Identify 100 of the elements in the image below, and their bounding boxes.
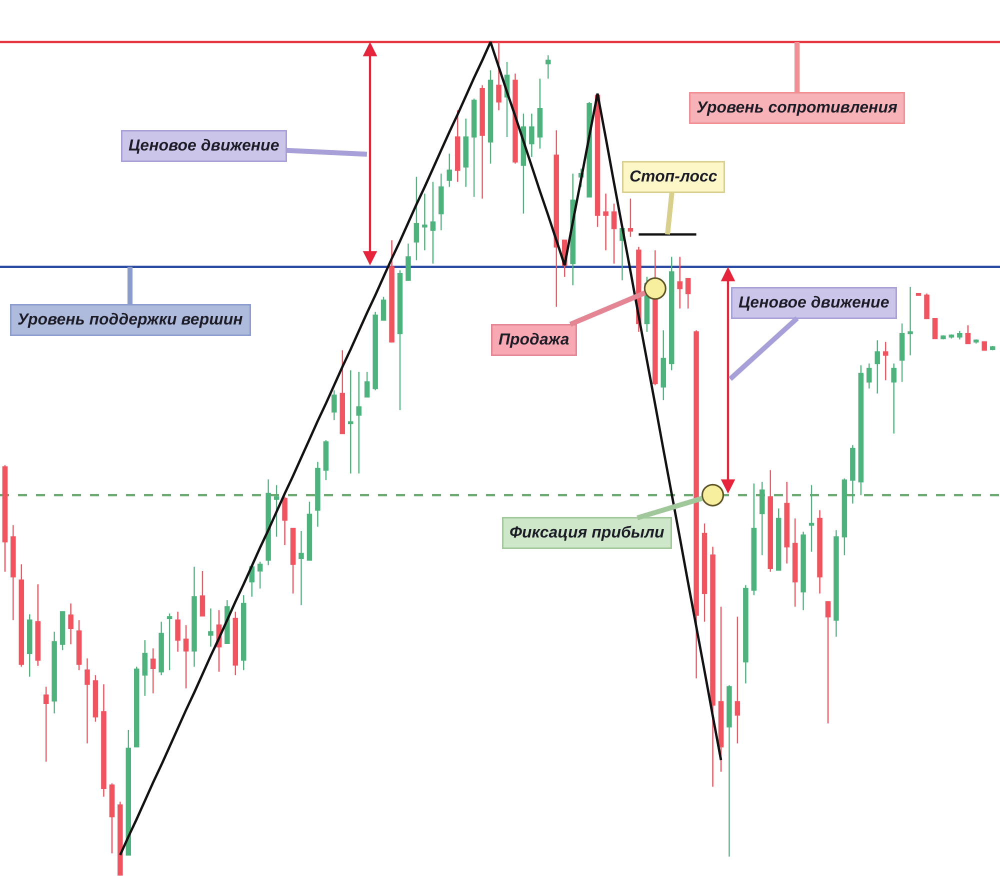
candlestick	[529, 113, 534, 158]
candlestick	[290, 528, 296, 594]
candlestick	[35, 584, 40, 667]
candlestick	[702, 522, 708, 622]
candlestick	[134, 666, 140, 748]
candlestick	[982, 341, 987, 351]
candlestick	[43, 686, 49, 762]
candlestick	[842, 478, 848, 556]
candlestick	[397, 270, 403, 411]
candlestick	[891, 362, 896, 434]
candlestick	[406, 242, 411, 281]
candlestick	[685, 278, 691, 310]
candlestick	[340, 350, 345, 434]
candlestick	[142, 639, 148, 697]
candlestick	[348, 370, 354, 474]
candlestick	[183, 624, 189, 690]
candlestick	[537, 78, 543, 150]
candlestick	[422, 192, 428, 251]
candlestick	[776, 508, 782, 571]
candlestick	[118, 801, 123, 876]
candlestick	[356, 371, 362, 474]
candlestick	[92, 674, 98, 722]
candlestick	[158, 621, 164, 676]
candlestick	[866, 362, 872, 390]
candlestick	[850, 444, 856, 504]
candlestick	[438, 173, 444, 231]
candlestick	[27, 614, 32, 678]
candlestick	[554, 130, 559, 308]
candlestick	[414, 176, 420, 261]
candlestick	[208, 608, 214, 648]
candlestick	[463, 118, 468, 188]
candlestick	[76, 620, 82, 671]
candlestick	[965, 324, 971, 344]
candlestick	[389, 240, 394, 342]
candlestick	[546, 54, 551, 80]
candlestick	[834, 530, 839, 638]
candlestick	[858, 364, 864, 496]
text: Стоп-лосс	[630, 168, 718, 186]
candlestick	[68, 602, 74, 645]
candlestick	[60, 611, 66, 651]
candlestick	[611, 202, 617, 264]
candlestick	[150, 648, 156, 694]
candlestick	[18, 564, 24, 668]
candlestick	[710, 546, 716, 788]
candlestick	[940, 334, 946, 340]
candlestick	[768, 470, 773, 572]
candlestick	[784, 481, 790, 564]
candlestick	[266, 478, 271, 566]
candlestick	[166, 612, 172, 671]
candlestick	[948, 334, 954, 340]
annotation: Ценовое движение	[738, 294, 890, 312]
candlestick	[175, 611, 180, 652]
candlestick	[924, 292, 930, 320]
candlestick	[974, 338, 979, 344]
candlestick	[512, 73, 518, 164]
candlestick	[257, 561, 263, 590]
annotation: Ценовое движение	[128, 138, 280, 154]
candlestick	[899, 322, 905, 382]
candlestick	[488, 70, 494, 164]
candlestick	[274, 484, 280, 538]
candlestick	[603, 192, 608, 251]
candlestick	[471, 98, 477, 198]
candlestick	[660, 330, 666, 401]
candlestick	[2, 464, 8, 572]
candlestick	[496, 41, 502, 111]
candlestick	[908, 286, 913, 356]
candlestick	[916, 292, 922, 296]
candlestick	[726, 684, 732, 858]
candlestick	[808, 484, 814, 552]
candlestick	[628, 198, 634, 238]
candlestick	[372, 311, 378, 391]
candlestick	[52, 631, 57, 714]
text: Фиксация прибыли	[510, 524, 664, 542]
candlestick	[380, 296, 386, 321]
candlestick	[126, 729, 132, 856]
candlestick	[101, 684, 106, 798]
candlestick	[825, 601, 831, 724]
candlestick	[718, 606, 724, 772]
candlestick	[734, 616, 740, 744]
candlestick	[430, 181, 436, 264]
candlestick	[10, 524, 16, 621]
candlestick	[192, 566, 197, 668]
candlestick	[306, 501, 312, 561]
ref-line-label: Уровень сопротивления	[696, 100, 898, 116]
candlestick	[668, 256, 674, 371]
candlestick	[957, 330, 962, 340]
candlestick	[323, 440, 329, 481]
candlestick	[84, 658, 90, 744]
candlestick	[882, 341, 888, 381]
candlestick	[315, 461, 320, 528]
candlestick	[932, 318, 938, 340]
candlestick	[282, 496, 288, 546]
text: Продажа	[498, 332, 570, 348]
candlestick	[364, 371, 370, 398]
candlestick	[743, 584, 748, 684]
candlestick	[109, 782, 115, 854]
candlestick	[677, 256, 682, 310]
candlestick	[241, 594, 246, 671]
candlestick	[760, 481, 765, 556]
candlestick	[751, 482, 757, 596]
